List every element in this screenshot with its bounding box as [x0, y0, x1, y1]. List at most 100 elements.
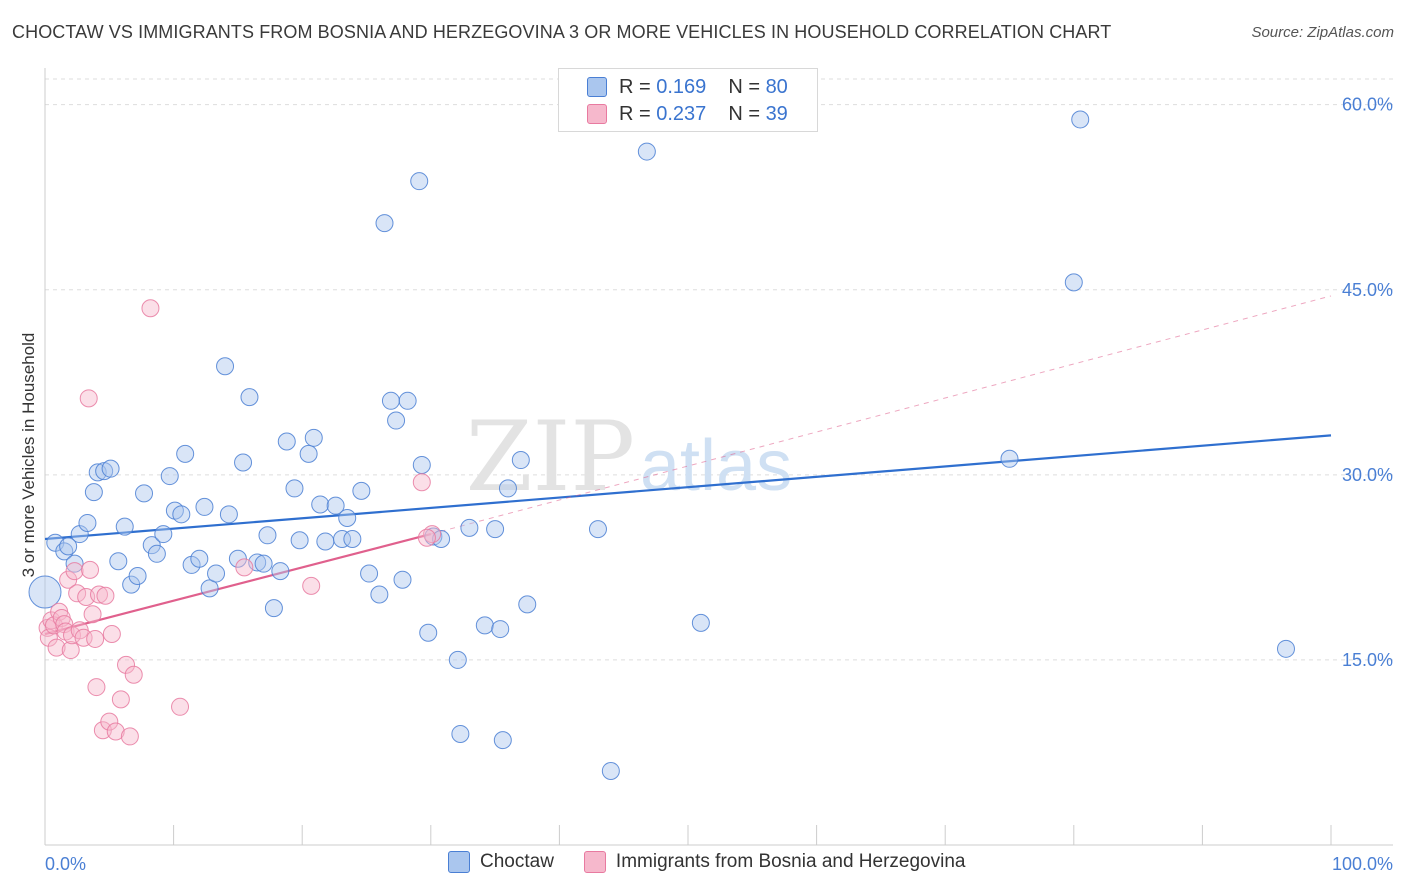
bosnia-point — [86, 629, 105, 648]
bosnia-point — [120, 727, 139, 746]
choctaw-point — [264, 599, 283, 618]
choctaw-point — [234, 453, 253, 472]
choctaw-point — [326, 496, 345, 515]
legend-n-value: 39 — [765, 102, 788, 125]
choctaw-point — [190, 549, 209, 568]
choctaw-point — [588, 520, 607, 539]
watermark-zip: ZIP — [466, 401, 635, 513]
axes — [44, 68, 1393, 846]
choctaw-point — [160, 467, 179, 486]
data-points — [28, 110, 1295, 780]
choctaw-point — [299, 444, 318, 463]
watermark-atlas: atlas — [640, 426, 792, 506]
bosnia-point — [235, 558, 254, 577]
choctaw-point — [1071, 110, 1090, 129]
bosnia-point — [302, 576, 321, 595]
choctaw-point — [491, 620, 510, 639]
choctaw-point — [176, 444, 195, 463]
choctaw-point — [135, 484, 154, 503]
choctaw-point — [290, 531, 309, 550]
choctaw-point — [410, 172, 429, 191]
choctaw-point — [451, 724, 470, 743]
choctaw-point — [59, 537, 78, 556]
choctaw-point — [343, 530, 362, 548]
legend-r-value: 0.237 — [656, 102, 707, 125]
bosnia-point — [171, 697, 190, 716]
choctaw-point — [511, 451, 530, 470]
choctaw-point — [412, 455, 431, 474]
bosnia-point — [81, 560, 100, 579]
choctaw-point — [258, 526, 277, 545]
choctaw-point — [448, 650, 467, 669]
choctaw-point — [375, 214, 394, 233]
choctaw-point — [304, 428, 323, 447]
bosnia-point — [124, 665, 143, 684]
legend-row-bosnia: R = 0.237 N = 39 — [587, 102, 788, 126]
chart-title: CHOCTAW VS IMMIGRANTS FROM BOSNIA AND HE… — [12, 22, 1112, 42]
choctaw-point — [432, 530, 451, 548]
bosnia-point — [74, 628, 93, 647]
x-tick-label: 0.0% — [45, 854, 86, 874]
choctaw-point — [285, 479, 304, 498]
bosnia-point — [83, 605, 102, 624]
choctaw-point — [498, 479, 517, 498]
choctaw-point — [84, 483, 103, 502]
choctaw-point — [254, 554, 273, 573]
legend-swatch-pink — [587, 104, 607, 124]
y-tick-label: 30.0% — [1342, 465, 1393, 485]
bosnia-point — [47, 638, 66, 657]
choctaw-point — [128, 567, 147, 586]
bosnia-point — [68, 584, 87, 603]
choctaw-point — [338, 509, 357, 528]
bosnia-point — [102, 625, 121, 644]
legend-n-value: 80 — [765, 75, 788, 98]
trend-line — [44, 434, 1332, 541]
choctaw-point — [360, 564, 379, 583]
choctaw-point — [1000, 449, 1019, 468]
bosnia-point — [87, 678, 106, 697]
choctaw-point — [115, 517, 134, 536]
series-swatch-blue — [448, 851, 470, 873]
choctaw-point — [154, 525, 173, 544]
choctaw-point — [387, 411, 406, 430]
bosnia-point — [65, 562, 84, 581]
series-legend: Choctaw Immigrants from Bosnia and Herze… — [448, 851, 995, 873]
choctaw-point — [493, 731, 512, 750]
choctaw-point — [195, 497, 214, 516]
series-swatch-pink — [583, 851, 606, 873]
legend-r-value: 0.169 — [656, 75, 707, 98]
series-legend-choctaw: Choctaw — [448, 851, 554, 873]
choctaw-point — [333, 530, 352, 548]
choctaw-point — [637, 142, 656, 161]
legend-r-label: R = — [619, 75, 651, 98]
bosnia-point — [423, 525, 442, 544]
legend-row-choctaw: R = 0.169 N = 80 — [587, 75, 788, 99]
choctaw-point — [65, 554, 84, 573]
bosnia-point — [61, 641, 80, 660]
bosnia-point — [117, 655, 136, 674]
choctaw-point — [311, 495, 330, 514]
choctaw-point — [398, 391, 417, 410]
choctaw-point — [207, 564, 226, 583]
source-label: Source: ZipAtlas.com — [1251, 24, 1394, 41]
choctaw-point — [109, 552, 128, 571]
y-tick-label: 45.0% — [1342, 280, 1393, 300]
x-tick-label: 100.0% — [1332, 854, 1393, 874]
y-tick-label: 60.0% — [1342, 95, 1393, 115]
trend-line — [44, 532, 432, 636]
bosnia-point — [106, 722, 125, 741]
series-name: Choctaw — [480, 851, 554, 872]
bosnia-point — [141, 299, 160, 318]
choctaw-point — [142, 536, 161, 555]
choctaw-point — [370, 585, 389, 604]
bosnia-point — [90, 585, 109, 604]
choctaw-point — [1276, 639, 1295, 658]
choctaw-point — [216, 357, 235, 376]
legend-n-label: N = — [728, 102, 760, 125]
choctaw-point — [240, 388, 259, 407]
choctaw-point — [200, 579, 219, 598]
series-name: Immigrants from Bosnia and Herzegovina — [615, 851, 966, 872]
choctaw-point — [352, 481, 371, 500]
bosnia-point — [96, 586, 115, 605]
